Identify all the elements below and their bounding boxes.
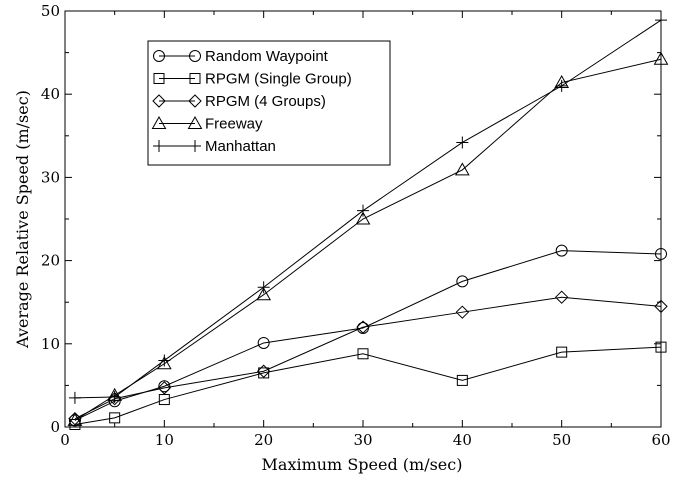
data-point bbox=[357, 348, 369, 360]
y-tick-label: 10 bbox=[41, 335, 60, 353]
series-line bbox=[74, 346, 662, 425]
legend-marker bbox=[153, 73, 165, 84]
data-point bbox=[653, 51, 669, 65]
legend-entry: Manhattan bbox=[153, 138, 276, 155]
data-point bbox=[108, 391, 121, 404]
data-point bbox=[456, 136, 469, 149]
legend-label: RPGM (Single Group) bbox=[205, 71, 352, 88]
series-rpgm-4-groups bbox=[68, 290, 668, 426]
legend-marker bbox=[189, 50, 201, 62]
legend-label: Random Waypoint bbox=[205, 48, 329, 65]
data-point bbox=[257, 336, 270, 349]
series-line bbox=[74, 250, 662, 421]
data-point bbox=[655, 14, 667, 27]
legend-marker bbox=[187, 115, 203, 129]
data-point bbox=[655, 247, 667, 260]
data-point bbox=[554, 290, 569, 304]
data-point bbox=[654, 299, 668, 314]
legend-marker bbox=[152, 94, 166, 108]
data-point bbox=[655, 341, 667, 353]
data-point bbox=[357, 204, 369, 217]
data-point bbox=[67, 412, 83, 426]
data-point bbox=[256, 364, 271, 378]
y-axis-title: Average Relative Speed (m/sec) bbox=[13, 90, 32, 349]
data-point bbox=[355, 211, 371, 225]
series-manhattan bbox=[68, 14, 667, 404]
legend-marker bbox=[153, 50, 165, 62]
legend-entry: RPGM (Single Group) bbox=[153, 71, 352, 88]
y-tick-label: 0 bbox=[50, 418, 60, 436]
x-tick-label: 30 bbox=[353, 431, 372, 449]
x-tick-label: 20 bbox=[254, 431, 273, 449]
series-line bbox=[74, 58, 662, 421]
data-point bbox=[456, 374, 468, 386]
data-point bbox=[555, 79, 568, 92]
y-tick-label: 40 bbox=[41, 85, 60, 103]
data-point bbox=[68, 411, 82, 426]
legend-label: RPGM (4 Groups) bbox=[205, 93, 326, 110]
y-tick-label: 50 bbox=[41, 2, 60, 20]
data-point bbox=[455, 305, 470, 319]
x-tick-label: 40 bbox=[453, 431, 472, 449]
x-tick-label: 50 bbox=[552, 431, 571, 449]
legend-entry: Freeway bbox=[151, 115, 263, 133]
legend-marker bbox=[189, 140, 201, 152]
x-tick-label: 60 bbox=[651, 431, 670, 449]
data-point bbox=[257, 281, 270, 294]
legend-entry: RPGM (4 Groups) bbox=[152, 93, 326, 110]
legend-marker bbox=[188, 94, 202, 108]
legend-box bbox=[147, 40, 391, 166]
data-point bbox=[454, 162, 470, 176]
y-tick-label: 30 bbox=[41, 168, 60, 186]
data-point bbox=[356, 320, 370, 334]
series-line bbox=[74, 296, 662, 420]
data-point bbox=[158, 380, 171, 393]
x-axis-title: Maximum Speed (m/sec) bbox=[262, 455, 463, 474]
legend-entry: Random Waypoint bbox=[153, 48, 329, 65]
legend-marker bbox=[151, 115, 167, 129]
legend-marker bbox=[189, 73, 201, 84]
data-point bbox=[456, 275, 469, 288]
data-point bbox=[158, 354, 171, 367]
data-point bbox=[556, 346, 568, 358]
x-tick-label: 10 bbox=[155, 431, 174, 449]
series-rpgm-single-group bbox=[69, 341, 667, 431]
data-point bbox=[109, 412, 121, 424]
data-point bbox=[256, 287, 272, 301]
x-tick-label: 0 bbox=[60, 431, 70, 449]
y-tick-label: 20 bbox=[41, 252, 60, 270]
legend-label: Manhattan bbox=[205, 138, 276, 155]
legend-marker bbox=[153, 140, 165, 152]
legend-label: Freeway bbox=[205, 116, 263, 133]
data-point bbox=[555, 244, 568, 257]
data-point bbox=[69, 419, 81, 431]
series-line bbox=[74, 19, 662, 399]
data-point bbox=[68, 391, 81, 404]
data-point bbox=[157, 381, 172, 395]
